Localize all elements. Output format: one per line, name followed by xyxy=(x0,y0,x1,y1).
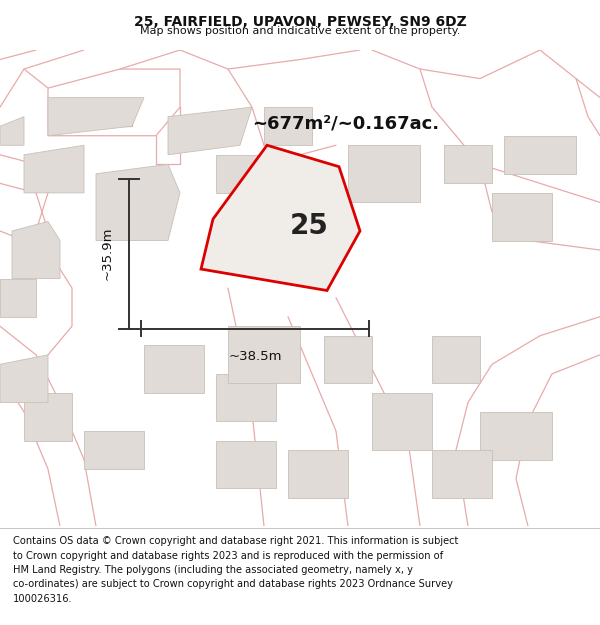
Polygon shape xyxy=(432,450,492,498)
Polygon shape xyxy=(444,145,492,183)
Polygon shape xyxy=(0,355,48,402)
Polygon shape xyxy=(432,336,480,383)
Polygon shape xyxy=(12,221,60,279)
Polygon shape xyxy=(264,107,312,145)
Polygon shape xyxy=(216,374,276,421)
Text: ~38.5m: ~38.5m xyxy=(228,350,282,363)
Polygon shape xyxy=(348,145,420,202)
Text: 25, FAIRFIELD, UPAVON, PEWSEY, SN9 6DZ: 25, FAIRFIELD, UPAVON, PEWSEY, SN9 6DZ xyxy=(134,15,466,29)
Polygon shape xyxy=(48,98,144,136)
Text: Map shows position and indicative extent of the property.: Map shows position and indicative extent… xyxy=(140,26,460,36)
Text: ~35.9m: ~35.9m xyxy=(101,227,114,281)
Polygon shape xyxy=(96,164,180,241)
Polygon shape xyxy=(228,326,300,383)
Text: 25: 25 xyxy=(290,213,328,240)
Polygon shape xyxy=(201,145,360,291)
Polygon shape xyxy=(492,193,552,241)
Polygon shape xyxy=(324,336,372,383)
Polygon shape xyxy=(288,450,348,498)
Polygon shape xyxy=(168,107,252,155)
Polygon shape xyxy=(216,155,264,193)
Polygon shape xyxy=(24,145,84,193)
Polygon shape xyxy=(0,117,24,145)
Text: Contains OS data © Crown copyright and database right 2021. This information is : Contains OS data © Crown copyright and d… xyxy=(13,536,458,604)
Polygon shape xyxy=(84,431,144,469)
Polygon shape xyxy=(0,279,36,317)
Polygon shape xyxy=(480,412,552,459)
Polygon shape xyxy=(24,393,72,441)
Polygon shape xyxy=(372,393,432,450)
Polygon shape xyxy=(144,345,204,393)
Polygon shape xyxy=(504,136,576,174)
Text: ~677m²/~0.167ac.: ~677m²/~0.167ac. xyxy=(252,115,439,133)
Polygon shape xyxy=(216,441,276,488)
